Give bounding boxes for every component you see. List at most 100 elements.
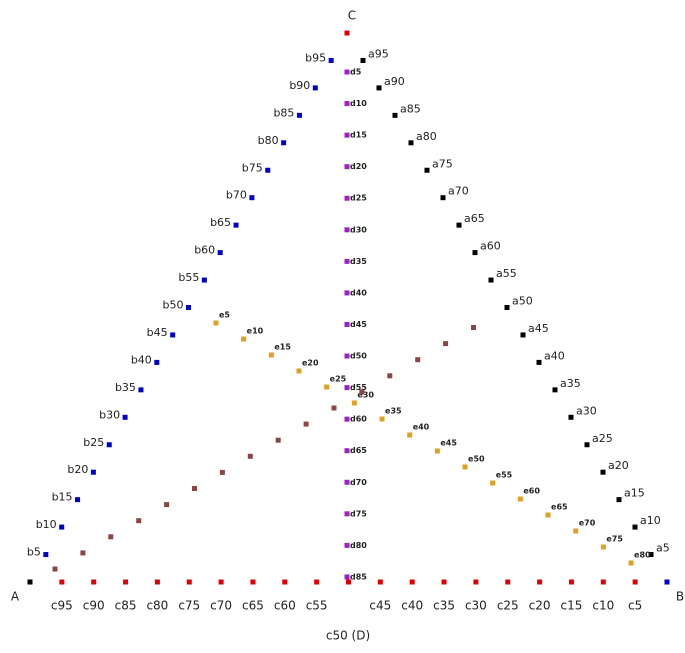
marker [648,552,654,558]
marker [296,368,302,374]
a-label: a60 [480,240,501,253]
a-label: a10 [640,514,661,527]
marker [108,534,114,540]
marker [136,518,142,524]
c-label: c25 [497,599,519,613]
marker [568,414,574,420]
d-label: d55 [350,383,367,392]
marker [122,414,128,420]
marker [170,332,176,338]
marker [154,579,160,585]
d-label: d80 [350,541,367,550]
marker [600,469,606,475]
d-label: d85 [350,572,367,581]
a-label: a15 [624,487,645,500]
marker [265,167,271,173]
marker [268,352,274,358]
marker [456,222,462,228]
b-label: b10 [36,518,57,531]
marker [379,416,385,422]
marker [344,30,350,36]
marker [568,579,574,585]
marker [154,359,160,365]
c-label: c15 [561,599,583,613]
marker [213,320,219,326]
marker [241,336,247,342]
e-label: e45 [440,439,457,448]
c-label: c90 [83,599,105,613]
corner-label: B [676,590,684,604]
marker [80,550,86,556]
d-label: d15 [350,131,367,140]
a-label: a80 [416,130,437,143]
b-label: b15 [52,491,73,504]
d-label: d70 [350,478,367,487]
a-label: a95 [368,47,389,60]
marker [219,469,225,475]
marker [517,496,523,502]
d-label: d20 [350,162,367,171]
c-label: c70 [210,599,232,613]
c-label: c55 [306,599,328,613]
a-label: a20 [608,459,629,472]
marker [90,469,96,475]
marker [59,524,65,530]
marker [344,448,350,454]
e-label: e55 [496,471,513,480]
marker [490,480,496,486]
c-label: c40 [401,599,423,613]
d-label: d10 [350,99,367,108]
a-label: a70 [448,185,469,198]
marker [415,357,421,363]
marker [344,416,350,422]
c-label: c30 [465,599,487,613]
d-label: d5 [350,68,362,77]
marker [331,405,337,411]
marker [552,387,558,393]
marker [473,579,479,585]
c-label: c10 [592,599,614,613]
marker [407,432,413,438]
c-label: c85 [115,599,137,613]
marker [351,400,357,406]
marker [233,222,239,228]
marker [505,579,511,585]
marker [344,101,350,107]
marker [250,579,256,585]
b-label: b25 [83,436,104,449]
e-label: e40 [413,423,430,432]
c-label: c95 [51,599,73,613]
c-label: c60 [274,599,296,613]
marker [281,140,287,146]
marker [346,579,351,585]
marker [344,511,350,517]
marker [434,448,440,454]
b-label: b90 [289,79,310,92]
marker [344,69,350,75]
marker [628,560,634,566]
a-label: a30 [576,404,597,417]
e-label: e35 [385,407,402,416]
marker [247,453,253,459]
marker [409,579,415,585]
a-label: a75 [432,157,453,170]
e-label: e75 [606,535,623,544]
d-label: d65 [350,446,367,455]
c-label: c65 [242,599,264,613]
e-label: e50 [468,455,485,464]
marker [573,528,579,534]
e-label: e5 [219,311,230,320]
marker [201,277,207,283]
a-label: a35 [560,377,581,390]
a-label: a85 [400,102,421,115]
marker [186,579,192,585]
marker [75,497,81,503]
b-label: b75 [242,161,263,174]
marker [471,325,476,330]
marker [344,132,350,138]
d-label: d60 [350,415,367,424]
c-label: c35 [433,599,455,613]
marker [600,579,606,585]
b-label: b5 [27,546,41,559]
marker [59,579,65,585]
